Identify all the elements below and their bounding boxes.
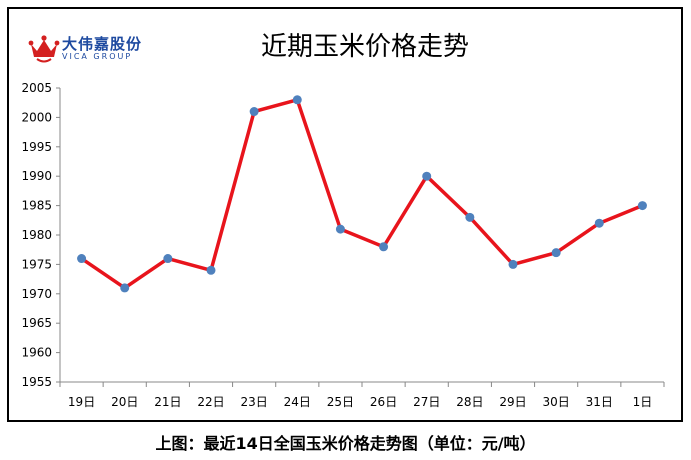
data-point — [249, 107, 259, 117]
data-point — [508, 259, 518, 269]
chart-frame — [7, 7, 683, 422]
company-logo: 大伟嘉股份 VICA GROUP — [28, 31, 158, 67]
chart-title: 近期玉米价格走势 — [260, 32, 469, 62]
x-tick-label: 30日 — [543, 395, 570, 409]
x-tick-label: 19日 — [68, 395, 95, 409]
y-tick-label: 1985 — [21, 199, 52, 213]
y-tick-label: 2005 — [21, 81, 52, 95]
x-tick-label: 20日 — [111, 395, 138, 409]
x-tick-label: 23日 — [241, 395, 268, 409]
data-point — [594, 218, 604, 228]
y-tick-label: 1955 — [21, 375, 52, 389]
x-tick-label: 27日 — [413, 395, 440, 409]
chart-caption: 上图：最近14日全国玉米价格走势图（单位：元/吨） — [155, 434, 536, 453]
x-tick-label: 21日 — [154, 395, 181, 409]
y-tick-label: 1990 — [21, 169, 52, 183]
data-point — [379, 242, 389, 252]
x-tick-label: 22日 — [197, 395, 224, 409]
x-tick-label: 24日 — [284, 395, 311, 409]
logo-name-cn: 大伟嘉股份 — [62, 35, 143, 53]
y-tick-label: 1975 — [21, 257, 52, 271]
x-tick-label: 29日 — [499, 395, 526, 409]
y-tick-label: 1965 — [21, 316, 52, 330]
data-point — [77, 254, 87, 264]
data-point — [422, 171, 432, 181]
data-point — [637, 201, 647, 211]
crown-icon — [28, 35, 60, 63]
y-tick-label: 1980 — [21, 228, 52, 242]
x-tick-label: 25日 — [327, 395, 354, 409]
series-line — [79, 98, 645, 290]
data-point — [465, 212, 475, 222]
data-point — [163, 254, 173, 264]
data-point — [120, 283, 130, 293]
data-point — [206, 265, 216, 275]
y-tick-label: 1970 — [21, 287, 52, 301]
x-tick-label: 31日 — [586, 395, 613, 409]
x-tick-label: 26日 — [370, 395, 397, 409]
y-tick-label: 1960 — [21, 346, 52, 360]
data-point — [292, 95, 302, 105]
x-tick-label: 1日 — [633, 395, 653, 409]
logo-name-en: VICA GROUP — [62, 52, 133, 61]
x-tick-label: 28日 — [456, 395, 483, 409]
data-point — [551, 248, 561, 258]
data-point — [335, 224, 345, 234]
y-tick-label: 1995 — [21, 140, 52, 154]
y-tick-label: 2000 — [21, 110, 52, 124]
